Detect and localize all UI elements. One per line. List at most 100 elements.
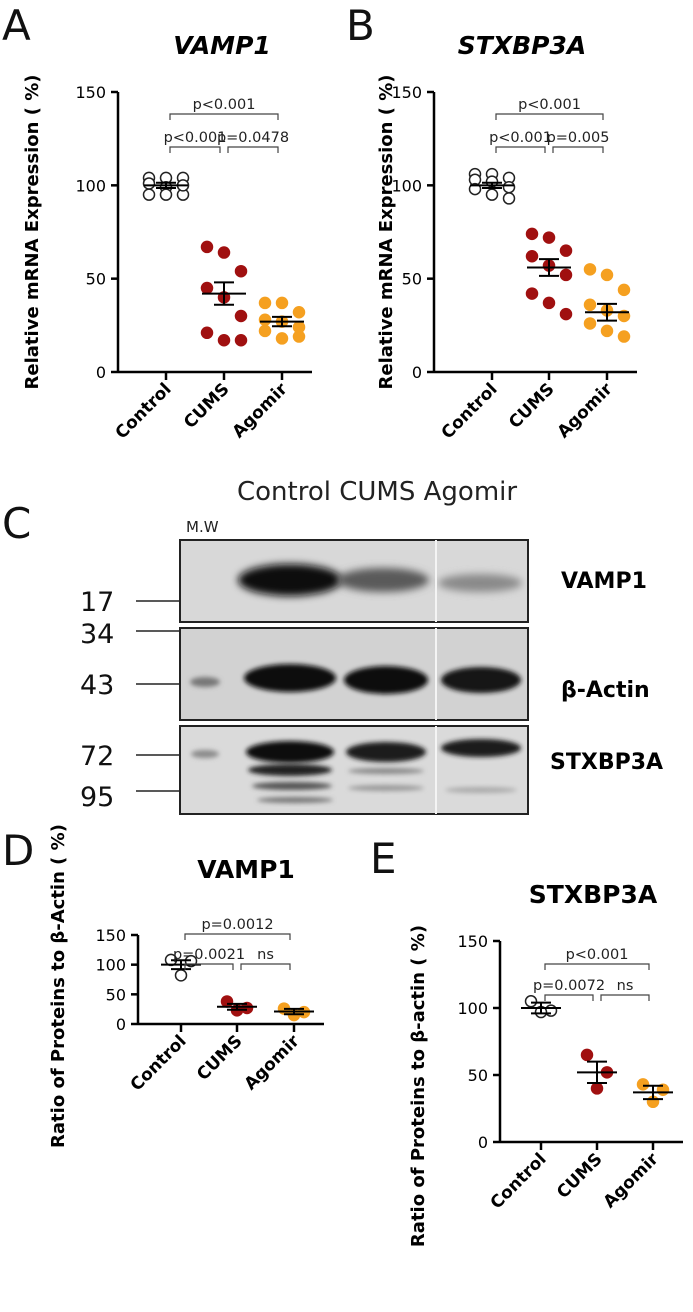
data-point — [544, 1004, 558, 1017]
data-point — [583, 298, 597, 312]
p-value-label: p<0.001 — [193, 97, 256, 113]
data-point — [525, 287, 539, 300]
band-stxbp3a-cums-2 — [348, 768, 424, 774]
p-value-label: p<0.001 — [164, 130, 227, 146]
data-point — [258, 313, 272, 326]
band-stxbp3a-cums-3 — [348, 785, 424, 791]
data-point — [636, 1078, 650, 1091]
panel-letter-b: B — [346, 1, 375, 50]
data-point — [600, 324, 614, 338]
data-point — [580, 1048, 594, 1062]
band-stxbp3a-control-3 — [252, 782, 332, 790]
chart-title: VAMP1 — [173, 31, 271, 60]
data-point — [542, 296, 556, 310]
data-point — [217, 334, 231, 347]
significance-bracket — [169, 113, 279, 120]
y-tick-label: 50 — [106, 985, 126, 1004]
data-point — [525, 250, 539, 263]
y-tick-label: 100 — [391, 176, 422, 195]
p-value-label: p<0.001 — [518, 97, 581, 113]
significance-bracket — [495, 113, 604, 120]
data-point — [542, 231, 556, 244]
y-tick-label: 50 — [86, 270, 106, 289]
band-stxbp3a-cums — [346, 742, 426, 762]
x-tick-label: Agomir — [241, 1031, 304, 1094]
data-point — [234, 334, 248, 347]
band-stxbp3a-mw — [191, 750, 219, 758]
band-stxbp3a-agomir-2 — [445, 787, 517, 793]
x-tick-label: Control — [127, 1031, 191, 1095]
y-tick-label: 100 — [457, 999, 488, 1018]
band-stxbp3a-control-4 — [257, 797, 333, 803]
blot-lane-header: Control CUMS Agomir — [237, 477, 517, 507]
data-point — [600, 268, 614, 282]
x-tick-label: Control — [112, 379, 176, 443]
panel-letter-a: A — [2, 1, 31, 50]
y-axis-label: Ratio of Proteins to β-actin ( %) — [408, 925, 429, 1247]
x-tick-label: Agomir — [229, 379, 292, 442]
p-value-label: p=0.0012 — [201, 917, 273, 933]
significance-bracket — [184, 963, 234, 970]
data-point — [258, 296, 272, 310]
chart-title: VAMP1 — [197, 855, 295, 884]
x-tick-label: CUMS — [553, 1149, 606, 1202]
p-value-label: ns — [257, 947, 274, 963]
data-point — [502, 192, 516, 205]
data-point — [524, 995, 538, 1008]
y-tick-label: 0 — [96, 363, 106, 382]
y-tick-label: 100 — [95, 956, 126, 975]
y-tick-label: 0 — [116, 1015, 126, 1034]
data-point — [502, 180, 516, 194]
x-tick-label: Control — [487, 1149, 551, 1213]
band-label-vamp1: VAMP1 — [561, 569, 647, 594]
western-blot: Control CUMS Agomir M.W 17 34 43 — [80, 477, 663, 815]
x-tick-label: Agomir — [600, 1149, 663, 1212]
band-stxbp3a-control-2 — [248, 764, 332, 776]
band-stxbp3a-control — [246, 741, 334, 763]
band-actin-agomir — [441, 667, 521, 693]
data-point — [275, 296, 289, 310]
mw-marker-43: 43 — [80, 670, 114, 701]
y-tick-label: 150 — [457, 932, 488, 951]
y-tick-label: 150 — [391, 83, 422, 102]
data-point — [200, 281, 214, 295]
data-point — [258, 324, 272, 338]
significance-bracket — [184, 933, 291, 940]
band-actin-cums — [344, 666, 428, 694]
y-tick-label: 100 — [75, 176, 106, 195]
band-actin-control — [244, 664, 336, 692]
data-point — [583, 317, 597, 330]
x-tick-label: CUMS — [180, 379, 233, 432]
significance-bracket — [169, 146, 221, 153]
band-label-actin: β-Actin — [561, 678, 650, 703]
chart-title: STXBP3A — [529, 880, 658, 909]
y-tick-label: 50 — [402, 270, 422, 289]
panel-letter-d: D — [2, 826, 34, 875]
y-tick-label: 150 — [75, 83, 106, 102]
data-point — [220, 995, 234, 1008]
data-point — [559, 244, 573, 257]
data-point — [200, 240, 214, 254]
significance-bracket — [544, 994, 594, 1001]
data-point — [234, 309, 248, 323]
y-axis-label: Ratio of Proteins to β-Actin ( %) — [48, 824, 69, 1148]
data-point — [292, 330, 306, 343]
p-value-label: p=0.0072 — [533, 978, 605, 994]
significance-bracket — [600, 994, 650, 1001]
significance-bracket — [544, 963, 650, 970]
p-value-label: p<0.001 — [489, 130, 552, 146]
x-tick-label: Control — [438, 379, 502, 443]
data-point — [142, 177, 156, 190]
y-tick-label: 0 — [478, 1133, 488, 1152]
data-point — [159, 188, 173, 201]
band-vamp1-cums — [337, 568, 429, 592]
p-value-label: p=0.0021 — [173, 947, 245, 963]
mw-marker-34: 34 — [80, 619, 114, 650]
data-point — [590, 1082, 604, 1095]
x-tick-label: CUMS — [193, 1031, 246, 1084]
data-point — [559, 307, 573, 321]
data-point — [217, 246, 231, 259]
